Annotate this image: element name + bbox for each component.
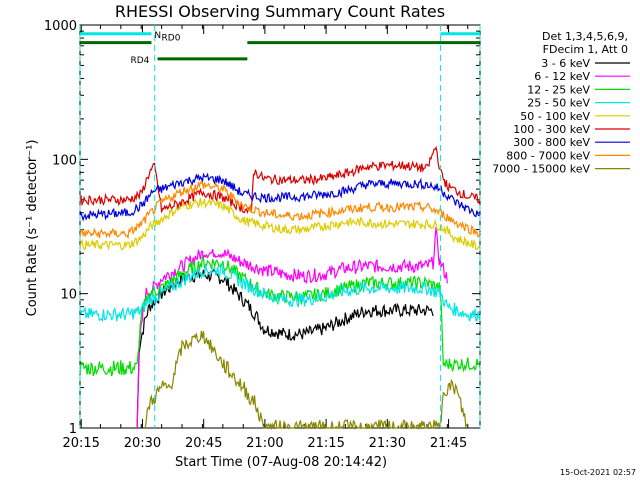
series-line-6 <box>79 145 481 215</box>
x-tick-label: 20:30 <box>124 436 161 451</box>
series-line-7 <box>79 172 481 222</box>
x-tick-label: 20:15 <box>62 436 99 451</box>
legend-label-4: 25 - 50 keV <box>527 97 590 110</box>
x-tick-label: 21:30 <box>369 436 406 451</box>
series-line-8 <box>79 180 481 240</box>
series-line-3 <box>79 254 481 377</box>
legend: Det 1,3,4,5,6,9, FDecim 1, Att 0 3 - 6 k… <box>492 30 630 176</box>
footer-timestamp: 15-Oct-2021 02:57 <box>560 468 636 477</box>
x-axis-label: Start Time (07-Aug-08 20:14:42) <box>175 455 387 470</box>
annotation-rd0: RD0 <box>162 34 181 44</box>
legend-label-1: 3 - 6 keV <box>541 57 590 70</box>
legend-label-8: 800 - 7000 keV <box>506 149 590 162</box>
legend-label-5: 50 - 100 keV <box>520 110 590 123</box>
legend-header-line-2: FDecim 1, Att 0 <box>543 43 628 56</box>
legend-label-9: 7000 - 15000 keV <box>492 163 590 176</box>
series-line-5 <box>79 197 481 252</box>
y-tick-label: 100 <box>52 153 77 168</box>
annotation-rd4: RD4 <box>131 56 150 66</box>
legend-label-2: 6 - 12 keV <box>534 70 590 83</box>
annotation-n: N <box>154 31 161 41</box>
y-tick-label: 1000 <box>44 19 77 34</box>
series-line-9 <box>144 330 469 431</box>
chart-title: RHESSI Observing Summary Count Rates <box>115 2 445 21</box>
legend-label-3: 12 - 25 keV <box>527 83 590 96</box>
y-tick-label: 10 <box>60 288 77 303</box>
x-tick-label: 21:15 <box>307 436 344 451</box>
y-axis-label: Count Rate (s⁻¹ detector⁻¹) <box>25 140 40 317</box>
legend-label-7: 300 - 800 keV <box>513 136 590 149</box>
series-line-4 <box>79 262 481 323</box>
x-tick-label: 21:45 <box>430 436 467 451</box>
y-tick-label: 1 <box>69 422 77 437</box>
series-line-2 <box>136 226 448 429</box>
legend-header-line-1: Det 1,3,4,5,6,9, <box>542 30 628 43</box>
plot-area: 1 10 100 1000 20:15 20:30 20:45 21:00 21:15 21:30… <box>44 19 481 451</box>
legend-label-6: 100 - 300 keV <box>513 123 590 136</box>
x-tick-label: 20:45 <box>185 436 222 451</box>
x-tick-label: 21:00 <box>246 436 283 451</box>
